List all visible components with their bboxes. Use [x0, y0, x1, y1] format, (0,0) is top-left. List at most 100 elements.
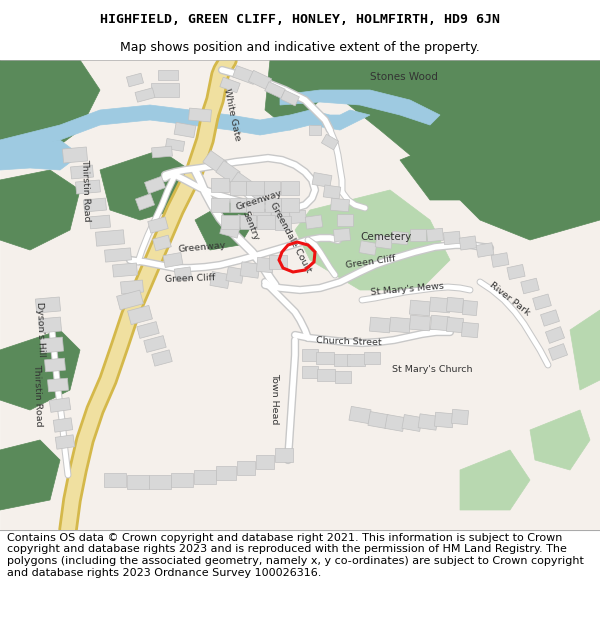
Bar	[359, 241, 377, 255]
Bar	[220, 222, 240, 238]
Bar	[476, 242, 494, 258]
Text: Town Head: Town Head	[270, 372, 279, 424]
Bar	[290, 211, 307, 224]
Bar	[548, 344, 568, 361]
Text: Stones Wood: Stones Wood	[370, 72, 438, 82]
Bar	[128, 306, 152, 324]
Bar	[322, 134, 338, 150]
Polygon shape	[0, 330, 80, 410]
Bar	[463, 301, 478, 316]
Bar	[461, 322, 479, 338]
Text: Dyson's Hill: Dyson's Hill	[35, 302, 46, 357]
Bar	[334, 228, 350, 242]
Text: Map shows position and indicative extent of the property.: Map shows position and indicative extent…	[120, 41, 480, 54]
Bar	[38, 317, 62, 333]
Polygon shape	[280, 90, 440, 125]
Bar	[349, 406, 371, 424]
Bar	[434, 412, 454, 428]
Bar	[335, 371, 351, 383]
Bar	[194, 470, 216, 484]
Bar	[418, 414, 438, 430]
Text: Thirstin Road: Thirstin Road	[80, 159, 91, 222]
Text: Greenway: Greenway	[235, 189, 283, 212]
Bar	[347, 354, 365, 366]
Bar	[309, 125, 321, 135]
Bar	[149, 475, 171, 489]
Bar	[49, 398, 71, 412]
Bar	[521, 278, 539, 294]
Bar	[95, 230, 125, 246]
Bar	[136, 194, 155, 211]
Bar	[135, 88, 155, 102]
Bar	[171, 473, 193, 487]
Bar	[316, 352, 334, 364]
Polygon shape	[310, 60, 600, 240]
Bar	[144, 336, 166, 352]
Bar	[230, 181, 246, 195]
Bar	[302, 366, 318, 378]
Bar	[165, 139, 185, 151]
Bar	[541, 310, 559, 326]
Bar	[240, 215, 256, 229]
Bar	[265, 198, 281, 212]
Bar	[257, 215, 275, 229]
Bar	[317, 369, 335, 381]
Bar	[55, 435, 75, 449]
Bar	[491, 253, 509, 268]
Bar	[71, 165, 94, 179]
Bar	[375, 235, 393, 249]
Bar	[40, 337, 64, 353]
Bar	[220, 78, 240, 92]
Bar	[53, 418, 73, 432]
Bar	[256, 258, 274, 272]
Polygon shape	[0, 140, 80, 170]
Text: Green Cliff: Green Cliff	[165, 273, 215, 284]
Bar	[507, 264, 525, 279]
Bar	[389, 317, 410, 333]
Bar	[368, 411, 388, 429]
Bar	[410, 229, 426, 241]
Bar	[443, 231, 460, 244]
Bar	[271, 208, 289, 220]
Bar	[246, 181, 264, 195]
Bar	[152, 350, 172, 366]
Bar	[89, 215, 110, 229]
Bar	[281, 198, 299, 212]
Text: Church Street: Church Street	[316, 336, 382, 347]
Bar	[248, 71, 272, 89]
Bar	[62, 147, 88, 163]
Bar	[337, 214, 353, 226]
Text: Thirstin Road: Thirstin Road	[32, 364, 43, 427]
Bar	[302, 349, 318, 361]
Bar	[104, 473, 126, 487]
Bar	[446, 318, 464, 332]
Bar	[44, 358, 65, 372]
Text: Greenway: Greenway	[178, 241, 227, 254]
Text: Contains OS data © Crown copyright and database right 2021. This information is : Contains OS data © Crown copyright and d…	[7, 533, 584, 578]
Polygon shape	[570, 310, 600, 390]
Text: White Gate: White Gate	[222, 88, 242, 142]
Polygon shape	[0, 60, 100, 160]
Bar	[116, 290, 143, 310]
Bar	[47, 378, 68, 392]
Text: Greendale Court: Greendale Court	[268, 201, 313, 274]
Bar	[533, 294, 551, 310]
Bar	[427, 228, 443, 242]
Bar	[231, 172, 253, 192]
Bar	[264, 181, 280, 195]
Bar	[392, 231, 409, 244]
Bar	[221, 215, 239, 229]
Bar	[76, 180, 100, 194]
Bar	[230, 198, 246, 212]
Bar	[451, 409, 469, 424]
Bar	[370, 317, 391, 333]
Bar	[121, 280, 143, 294]
Bar	[364, 352, 380, 364]
Bar	[216, 161, 240, 184]
Bar	[334, 354, 350, 366]
Bar	[253, 208, 271, 222]
Bar	[216, 466, 236, 480]
Bar	[203, 151, 227, 174]
Bar	[174, 122, 196, 138]
Bar	[210, 271, 230, 289]
